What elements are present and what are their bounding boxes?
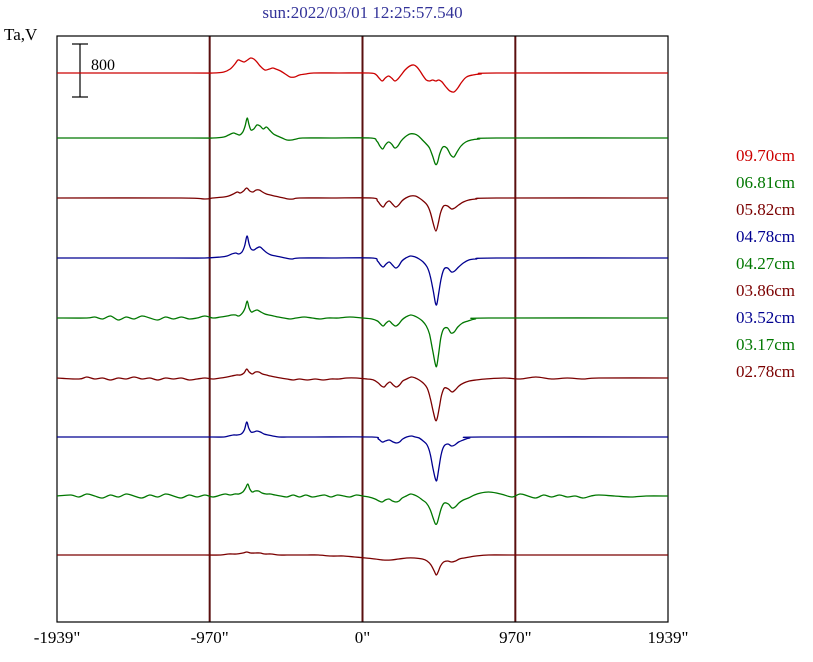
x-tick-label: 1939" xyxy=(647,628,689,647)
legend-item-09.70cm: 09.70cm xyxy=(736,146,796,165)
legend-item-06.81cm: 06.81cm xyxy=(736,173,796,192)
legend-item-03.17cm: 03.17cm xyxy=(736,335,796,354)
x-tick-label: -970" xyxy=(190,628,229,647)
y-axis-label: Ta,V xyxy=(4,25,38,44)
trace-09.70cm xyxy=(57,57,669,93)
legend-item-03.86cm: 03.86cm xyxy=(736,281,796,300)
trace-04.27cm xyxy=(56,300,669,368)
x-tick-label: 0" xyxy=(354,628,371,647)
legend-item-04.78cm: 04.78cm xyxy=(736,227,796,246)
legend-item-03.52cm: 03.52cm xyxy=(736,308,796,327)
x-tick-label: 970" xyxy=(499,628,532,647)
legend-item-02.78cm: 02.78cm xyxy=(736,362,796,381)
trace-03.86cm xyxy=(56,368,669,422)
x-tick-label: -1939" xyxy=(33,628,81,647)
trace-03.17cm xyxy=(56,483,669,526)
legend-item-05.82cm: 05.82cm xyxy=(736,200,796,219)
plot-border xyxy=(56,35,669,623)
trace-06.81cm xyxy=(57,117,669,166)
chart-title: sun:2022/03/01 12:25:57.540 xyxy=(262,3,463,22)
trace-05.82cm xyxy=(56,187,669,232)
scale-bar-label: 800 xyxy=(91,57,115,74)
trace-04.78cm xyxy=(56,235,669,306)
legend-item-04.27cm: 04.27cm xyxy=(736,254,796,273)
trace-02.78cm xyxy=(57,551,668,576)
trace-03.52cm xyxy=(57,421,669,482)
